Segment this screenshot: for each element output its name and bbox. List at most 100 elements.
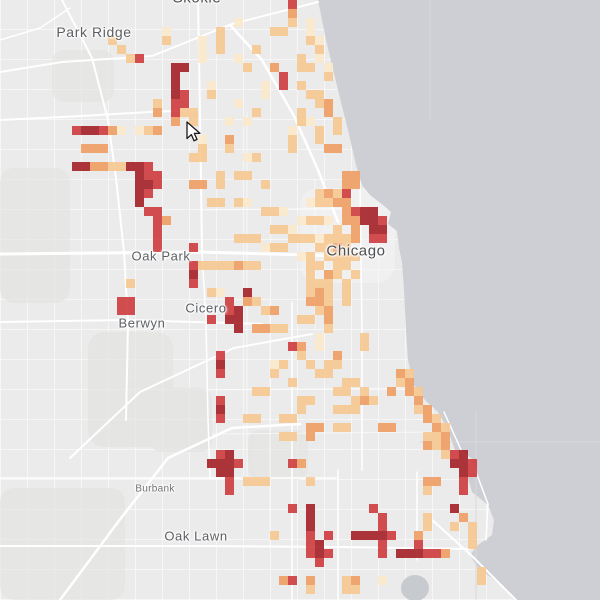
heat-cell[interactable] [315,99,324,108]
heat-cell[interactable] [225,117,234,126]
heat-cell[interactable] [288,225,297,234]
heat-cell[interactable] [342,405,351,414]
heat-cell[interactable] [243,288,252,297]
heat-cell[interactable] [216,198,225,207]
heat-cell[interactable] [243,63,252,72]
heat-cell[interactable] [306,423,315,432]
heat-cell[interactable] [306,288,315,297]
heat-cell[interactable] [423,522,432,531]
heat-cell[interactable] [423,405,432,414]
heat-cell[interactable] [135,54,144,63]
heat-cell[interactable] [171,117,180,126]
heat-cell[interactable] [396,369,405,378]
heat-cell[interactable] [441,432,450,441]
heat-cell[interactable] [171,81,180,90]
heat-cell[interactable] [315,135,324,144]
heat-cell[interactable] [216,288,225,297]
heat-cell[interactable] [387,423,396,432]
heat-cell[interactable] [135,198,144,207]
heat-cell[interactable] [333,270,342,279]
heat-cell[interactable] [252,414,261,423]
heat-cell[interactable] [342,243,351,252]
heat-cell[interactable] [225,261,234,270]
heat-cell[interactable] [306,18,315,27]
heat-cell[interactable] [225,306,234,315]
heat-cell[interactable] [288,126,297,135]
heat-cell[interactable] [207,90,216,99]
heat-cell[interactable] [468,522,477,531]
heat-cell[interactable] [315,369,324,378]
heat-cell[interactable] [99,126,108,135]
heat-cell[interactable] [333,387,342,396]
heat-cell[interactable] [315,261,324,270]
heat-cell[interactable] [342,171,351,180]
heat-cell[interactable] [351,180,360,189]
heat-cell[interactable] [288,459,297,468]
heat-cell[interactable] [432,549,441,558]
heat-cell[interactable] [198,153,207,162]
heat-cell[interactable] [324,252,333,261]
heat-cell[interactable] [270,27,279,36]
heat-cell[interactable] [216,45,225,54]
heat-cell[interactable] [306,585,315,594]
heat-cell[interactable] [378,549,387,558]
heat-cell[interactable] [477,567,486,576]
heat-cell[interactable] [351,531,360,540]
heat-cell[interactable] [171,90,180,99]
heat-cell[interactable] [414,540,423,549]
heat-cell[interactable] [342,585,351,594]
heat-cell[interactable] [297,405,306,414]
heat-cell[interactable] [324,531,333,540]
heat-cell[interactable] [153,225,162,234]
heat-cell[interactable] [468,468,477,477]
heat-cell[interactable] [306,396,315,405]
heat-cell[interactable] [360,216,369,225]
heat-cell[interactable] [297,342,306,351]
heat-cell[interactable] [324,288,333,297]
heat-cell[interactable] [198,180,207,189]
heat-cell[interactable] [315,297,324,306]
heat-cell[interactable] [351,252,360,261]
heat-cell[interactable] [279,414,288,423]
heat-cell[interactable] [144,189,153,198]
heat-cell[interactable] [216,396,225,405]
heat-cell[interactable] [144,162,153,171]
heat-cell[interactable] [315,423,324,432]
heat-cell[interactable] [216,351,225,360]
heat-cell[interactable] [72,126,81,135]
heat-cell[interactable] [135,171,144,180]
heat-cell[interactable] [324,144,333,153]
heat-cell[interactable] [315,333,324,342]
heat-cell[interactable] [378,216,387,225]
heat-cell[interactable] [369,207,378,216]
heat-cell[interactable] [135,180,144,189]
heat-cell[interactable] [459,459,468,468]
heat-cell[interactable] [342,252,351,261]
heat-cell[interactable] [315,126,324,135]
heat-cell[interactable] [144,171,153,180]
heat-cell[interactable] [252,45,261,54]
heat-cell[interactable] [261,306,270,315]
heat-cell[interactable] [351,234,360,243]
heat-cell[interactable] [297,459,306,468]
heat-cell[interactable] [252,234,261,243]
heat-cell[interactable] [180,90,189,99]
heat-cell[interactable] [288,0,297,9]
heat-cell[interactable] [279,243,288,252]
heat-cell[interactable] [441,441,450,450]
heat-cell[interactable] [387,387,396,396]
heat-cell[interactable] [297,81,306,90]
heat-cell[interactable] [315,549,324,558]
heat-cell[interactable] [315,342,324,351]
heat-cell[interactable] [333,126,342,135]
heat-cell[interactable] [189,180,198,189]
heat-cell[interactable] [423,414,432,423]
heat-cell[interactable] [306,540,315,549]
heat-cell[interactable] [306,522,315,531]
heat-cell[interactable] [432,477,441,486]
heat-cell[interactable] [180,63,189,72]
heat-cell[interactable] [171,99,180,108]
heat-cell[interactable] [153,108,162,117]
heat-cell[interactable] [189,261,198,270]
heat-cell[interactable] [135,162,144,171]
